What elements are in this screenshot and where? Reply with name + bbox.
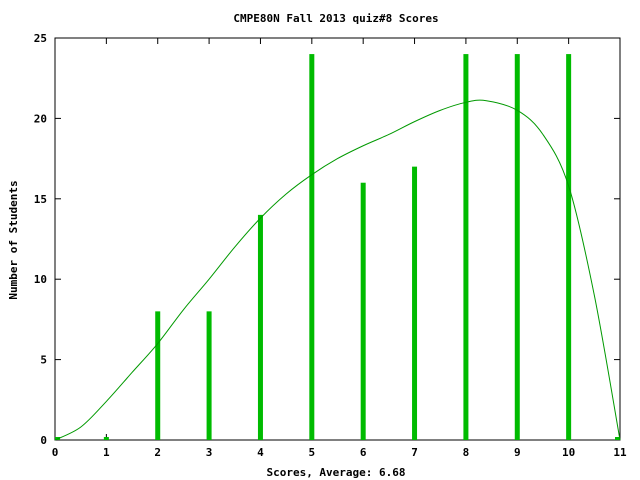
x-tick-label: 5 bbox=[309, 446, 316, 459]
x-tick-label: 4 bbox=[257, 446, 264, 459]
x-tick-label: 3 bbox=[206, 446, 213, 459]
x-tick-label: 2 bbox=[154, 446, 161, 459]
y-tick-label: 20 bbox=[34, 112, 47, 125]
bar bbox=[155, 311, 161, 440]
x-tick-label: 1 bbox=[103, 446, 110, 459]
bar bbox=[514, 54, 520, 440]
bar bbox=[103, 437, 109, 440]
x-tick-label: 8 bbox=[463, 446, 470, 459]
x-tick-label: 7 bbox=[411, 446, 418, 459]
bar bbox=[360, 182, 366, 440]
x-tick-label: 10 bbox=[562, 446, 575, 459]
y-tick-label: 10 bbox=[34, 273, 47, 286]
x-axis-label: Scores, Average: 6.68 bbox=[266, 466, 405, 479]
y-tick-label: 15 bbox=[34, 193, 47, 206]
bar bbox=[257, 214, 263, 440]
x-tick-label: 11 bbox=[613, 446, 627, 459]
y-tick-label: 5 bbox=[40, 354, 47, 367]
x-tick-label: 9 bbox=[514, 446, 521, 459]
chart-title: CMPE80N Fall 2013 quiz#8 Scores bbox=[233, 12, 438, 25]
y-tick-label: 0 bbox=[40, 434, 47, 447]
x-tick-label: 6 bbox=[360, 446, 367, 459]
plot-area: 0 1 2 3 4 5 6 7 8 9 10 11 0 5 10 15 20 25 bbox=[34, 32, 627, 459]
bar bbox=[615, 437, 620, 440]
fit-curve-line bbox=[54, 99, 621, 441]
bar bbox=[206, 311, 212, 440]
y-tick-label: 25 bbox=[34, 32, 47, 45]
y-axis-label: Number of Students bbox=[7, 180, 20, 299]
bar bbox=[309, 54, 315, 440]
bar bbox=[566, 54, 572, 440]
bar bbox=[412, 166, 418, 440]
plot-frame bbox=[54, 37, 621, 441]
x-tick-label: 0 bbox=[52, 446, 59, 459]
bar bbox=[463, 54, 469, 440]
